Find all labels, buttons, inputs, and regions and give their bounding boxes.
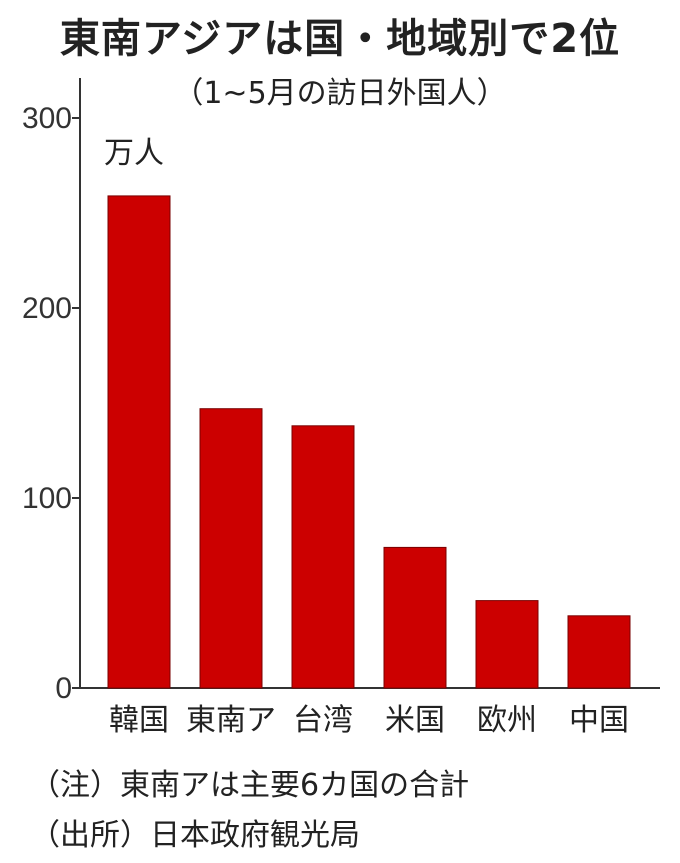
category-label: 欧州: [477, 703, 537, 738]
y-tick-label: 0: [55, 672, 72, 705]
bar: [475, 600, 539, 689]
bar: [567, 615, 631, 689]
category-label: 台湾: [293, 703, 353, 738]
bar: [199, 408, 263, 689]
category-label: 米国: [385, 703, 445, 738]
y-tick-label: 300: [22, 102, 72, 135]
bar: [383, 546, 447, 689]
source-note: （出所）日本政府観光局: [30, 818, 360, 853]
category-label: 東南ア: [186, 703, 276, 738]
bar: [107, 195, 171, 689]
unit-label: 万人: [104, 136, 164, 171]
y-tick-label: 100: [22, 482, 72, 515]
chart-title: 東南アジアは国・地域別で2位: [59, 16, 621, 62]
y-tick-label: 200: [22, 292, 72, 325]
footnote: （注）東南アは主要6カ国の合計: [30, 768, 470, 803]
category-label: 中国: [569, 703, 629, 738]
chart-subtitle: （1~5月の訪日外国人）: [173, 76, 507, 111]
bar: [291, 425, 355, 689]
category-label: 韓国: [109, 703, 169, 738]
